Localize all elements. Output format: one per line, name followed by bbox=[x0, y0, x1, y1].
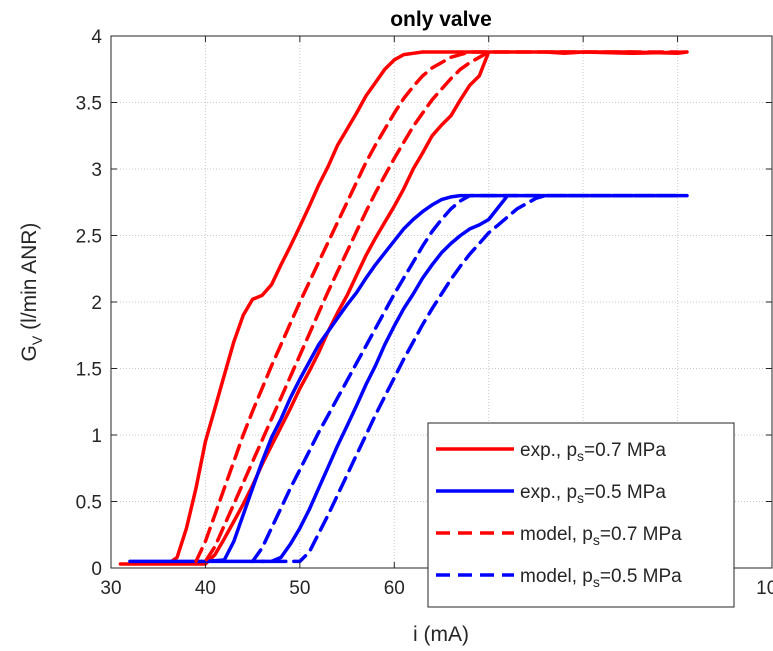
y-tick-label: 2 bbox=[91, 293, 102, 314]
y-axis-label: GV (l/min ANR) bbox=[18, 223, 45, 362]
legend-label-4: model, ps=0.5 MPa bbox=[520, 566, 682, 590]
x-axis-label: i (mA) bbox=[413, 623, 469, 646]
x-tick-label: 60 bbox=[384, 578, 405, 599]
legend: exp., ps=0.7 MPa exp., ps=0.5 MPa model, p… bbox=[427, 422, 735, 608]
y-tick-label: 4 bbox=[91, 27, 102, 48]
x-tick-label: 50 bbox=[289, 578, 310, 599]
y-tick-label: 1.5 bbox=[76, 360, 102, 381]
y-tick-label: 3.5 bbox=[76, 94, 102, 115]
x-tick-label: 100 bbox=[756, 578, 773, 599]
y-tick-label: 1 bbox=[91, 426, 102, 447]
series-line-3 bbox=[194, 50, 680, 564]
series-layer bbox=[118, 50, 689, 566]
x-tick-label: 30 bbox=[100, 578, 121, 599]
legend-box bbox=[427, 422, 735, 608]
chart-title: only valve bbox=[390, 8, 492, 31]
y-tick-label: 3 bbox=[91, 160, 102, 181]
x-tick-label: 40 bbox=[195, 578, 216, 599]
y-tick-label: 0 bbox=[91, 559, 102, 580]
legend-label-2: exp., ps=0.5 MPa bbox=[520, 482, 666, 506]
y-tick-label: 2.5 bbox=[76, 227, 102, 248]
series-line-4 bbox=[250, 193, 680, 564]
legend-label-1: exp., ps=0.7 MPa bbox=[520, 440, 666, 464]
legend-label-3: model, ps=0.7 MPa bbox=[520, 524, 682, 548]
y-tick-label: 0.5 bbox=[76, 493, 102, 514]
